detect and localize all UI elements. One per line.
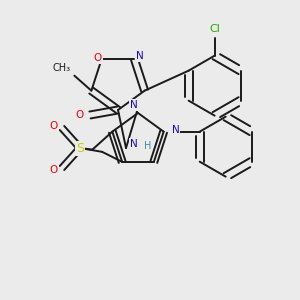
Text: N: N bbox=[130, 100, 138, 110]
Text: O: O bbox=[93, 53, 102, 63]
Text: N: N bbox=[172, 125, 180, 135]
Text: CH₃: CH₃ bbox=[52, 63, 70, 73]
Text: N: N bbox=[136, 51, 143, 61]
Text: O: O bbox=[50, 165, 58, 175]
Text: S: S bbox=[76, 142, 84, 154]
Text: H: H bbox=[144, 141, 152, 151]
Text: O: O bbox=[50, 121, 58, 131]
Text: N: N bbox=[130, 139, 138, 149]
Text: O: O bbox=[76, 110, 84, 120]
Text: Cl: Cl bbox=[209, 24, 220, 34]
